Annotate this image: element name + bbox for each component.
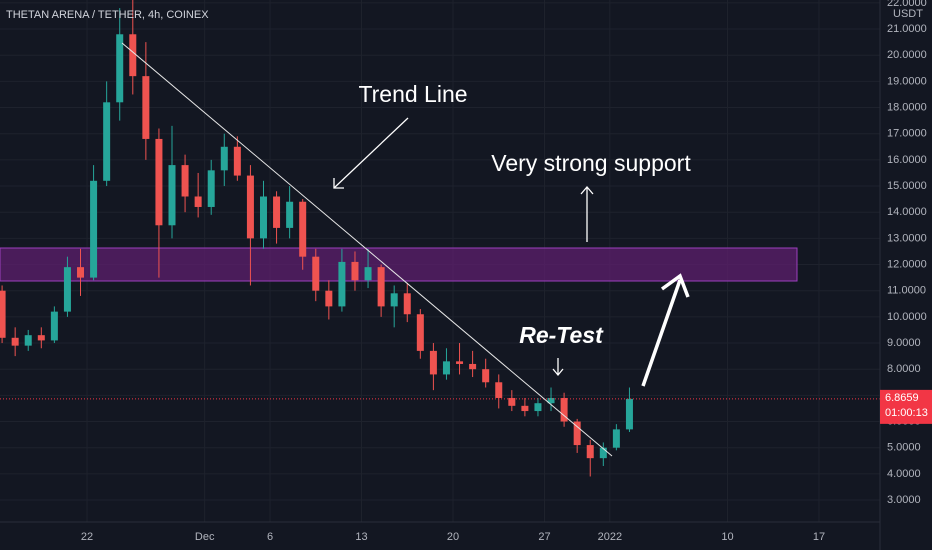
- candle-body: [24, 335, 32, 346]
- x-tick-label: 17: [813, 531, 825, 543]
- y-tick-label: 13.0000: [887, 232, 927, 244]
- candle-body: [416, 314, 424, 351]
- last-price-label: 6.8659: [885, 392, 919, 404]
- candle-body: [612, 429, 620, 448]
- y-tick-label: 9.0000: [887, 337, 921, 349]
- arrow-head: [552, 368, 564, 377]
- x-tick-label: 2022: [598, 531, 622, 543]
- arrow-head: [660, 273, 690, 298]
- arrow: [333, 117, 409, 189]
- trend-line: [121, 42, 613, 457]
- y-tick-label: 15.0000: [887, 180, 927, 192]
- candle-body: [547, 397, 555, 404]
- y-tick-label: 11.0000: [887, 285, 926, 297]
- candle-body: [11, 337, 19, 346]
- y-tick-label: 3.0000: [887, 494, 921, 506]
- candle-body: [625, 398, 633, 430]
- candle-body: [325, 290, 333, 307]
- candle-body: [220, 146, 228, 171]
- candle-body: [246, 175, 254, 239]
- currency-label: USDT: [893, 8, 923, 20]
- y-tick-label: 19.0000: [887, 75, 927, 87]
- candle-body: [181, 165, 189, 197]
- candle-body: [521, 405, 529, 412]
- y-tick-label: 12.0000: [887, 258, 927, 270]
- candle-body: [508, 397, 516, 406]
- y-tick-label: 22.0000: [887, 0, 927, 9]
- candle-body: [90, 180, 98, 278]
- candle-body: [142, 76, 150, 139]
- x-tick-label: 13: [355, 531, 367, 543]
- candle-body: [207, 170, 215, 207]
- candle-body: [194, 196, 202, 207]
- candle-body: [495, 382, 503, 398]
- candle-body: [168, 165, 176, 226]
- x-tick-label: 20: [447, 531, 459, 543]
- candle-body: [103, 102, 111, 181]
- candle-body: [534, 403, 542, 412]
- candle-body: [259, 196, 267, 239]
- x-tick-label: 10: [721, 531, 733, 543]
- candle-body: [50, 311, 58, 341]
- x-tick-label: 6: [267, 531, 273, 543]
- x-tick-label: 27: [538, 531, 550, 543]
- candle-body: [116, 34, 124, 103]
- countdown-timer: 01:00:13: [885, 407, 928, 419]
- annotation: Re-Test: [519, 322, 604, 348]
- x-tick-label: 22: [81, 531, 93, 543]
- y-tick-label: 18.0000: [887, 101, 927, 113]
- candle-body: [77, 267, 85, 278]
- candle-body: [338, 261, 346, 307]
- y-tick-label: 8.0000: [887, 363, 921, 375]
- y-tick-label: 10.0000: [887, 311, 927, 323]
- candle-body: [442, 361, 450, 375]
- candle-body: [377, 267, 385, 307]
- candle-body: [469, 363, 477, 370]
- candle-body: [403, 293, 411, 315]
- candle-body: [351, 261, 359, 281]
- y-tick-label: 17.0000: [887, 128, 927, 140]
- arrow: [641, 279, 682, 387]
- arrow-head: [333, 178, 344, 189]
- candle-body: [573, 421, 581, 446]
- y-tick-label: 21.0000: [887, 23, 927, 35]
- candle-body: [364, 267, 372, 281]
- candle-body: [560, 397, 568, 422]
- candle-body: [390, 293, 398, 307]
- candle-body: [429, 350, 437, 375]
- annotation: Trend Line: [358, 81, 467, 107]
- candle-body: [456, 361, 464, 364]
- y-tick-label: 20.0000: [887, 49, 927, 61]
- candle-body: [312, 256, 320, 291]
- y-tick-label: 5.0000: [887, 442, 921, 454]
- annotation: Very strong support: [491, 150, 691, 176]
- candle-body: [273, 196, 281, 228]
- arrows: [333, 117, 690, 387]
- candle-body: [63, 267, 71, 312]
- candle-body: [37, 335, 45, 341]
- x-tick-label: Dec: [195, 531, 215, 543]
- y-tick-label: 14.0000: [887, 206, 927, 218]
- candle-body: [286, 201, 294, 228]
- candle-body: [299, 201, 307, 257]
- candle-body: [586, 445, 594, 459]
- y-tick-label: 4.0000: [887, 468, 921, 480]
- arrow-head: [580, 186, 594, 195]
- chart-title: THETAN ARENA / TETHER, 4h, COINEX: [6, 9, 209, 21]
- candle-body: [482, 369, 490, 383]
- last-price-box: [880, 389, 932, 424]
- candle-body: [129, 34, 137, 77]
- candle-body: [599, 447, 607, 459]
- y-tick-label: 16.0000: [887, 154, 927, 166]
- candle-body: [0, 290, 6, 338]
- candle-body: [155, 138, 163, 226]
- candle-body: [233, 146, 241, 176]
